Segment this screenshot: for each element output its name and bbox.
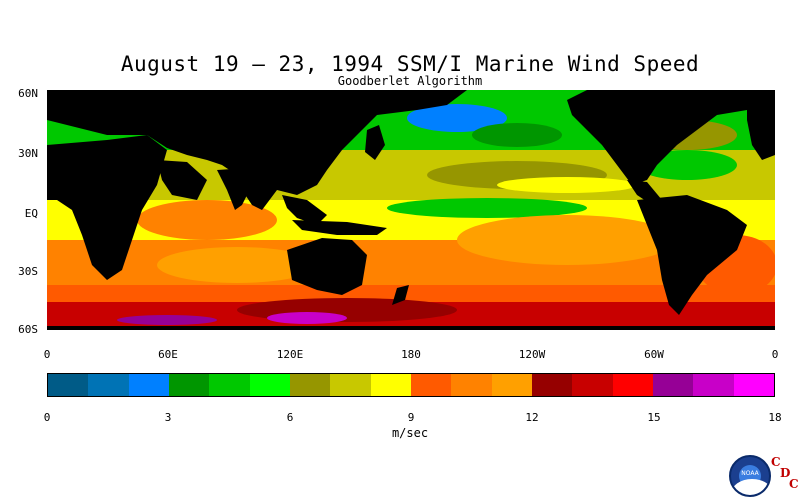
land-india: [217, 168, 252, 210]
map-title: August 19 – 23, 1994 SSM/I Marine Wind S…: [120, 52, 700, 76]
colorbar-tick-15: 15: [647, 411, 661, 424]
lat-label-30s: 30S: [18, 265, 38, 278]
colorbar-segment-4: [209, 374, 250, 396]
land-north-america: [567, 90, 775, 185]
cdc-letter-d: D: [780, 466, 791, 480]
map-subtitle: Goodberlet Algorithm: [337, 74, 483, 88]
land-new-zealand: [392, 285, 409, 305]
colorbar-segment-14: [612, 374, 653, 396]
colorbar-tick-0: 0: [43, 411, 51, 424]
colorbar-segment-2: [128, 374, 169, 396]
trade-winds-pacific-2: [497, 177, 637, 193]
land-japan: [365, 125, 385, 160]
equatorial-pacific-calm: [387, 198, 587, 218]
colorbar-tick-12: 12: [525, 411, 539, 424]
colorbar-segment-8: [370, 374, 411, 396]
lon-label-180: 180: [401, 348, 421, 361]
land-greenland-europe: [747, 90, 775, 160]
calm-region-north-pacific: [407, 104, 507, 132]
colorbar-segment-10: [451, 374, 492, 396]
wind-speed-map: [47, 90, 775, 330]
colorbar-tick-3: 3: [164, 411, 172, 424]
colorbar-segment-1: [88, 374, 129, 396]
southern-ocean-storm-2: [267, 312, 347, 324]
lon-label-0-end: 0: [771, 348, 779, 361]
lat-label-60s: 60S: [18, 323, 38, 336]
noaa-logo-bird: [731, 479, 769, 495]
noaa-logo-text: NOAA: [741, 470, 759, 477]
colorbar-segment-16: [693, 374, 734, 396]
ocean-band-south: [47, 285, 775, 305]
noaa-logo: NOAA: [729, 455, 771, 497]
lon-label-60e: 60E: [158, 348, 178, 361]
colorbar-segment-15: [652, 374, 694, 396]
land-australia: [287, 238, 367, 295]
land-se-asia: [282, 195, 327, 225]
colorbar-units: m/sec: [391, 426, 429, 440]
lat-label-eq: EQ: [24, 207, 38, 220]
colorbar-segment-3: [168, 374, 210, 396]
indian-ocean-south: [157, 247, 317, 283]
lon-label-120e: 120E: [276, 348, 304, 361]
cdc-letter-c2: C: [789, 477, 799, 491]
land-antarctic-edge: [47, 326, 775, 330]
lat-label-30n: 30N: [18, 147, 38, 160]
land-masses: [47, 90, 775, 330]
southern-ocean-storm-3: [117, 315, 217, 325]
land-africa: [47, 135, 167, 280]
colorbar-segment-11: [491, 374, 532, 396]
colorbar-segment-7: [330, 374, 371, 396]
lon-label-120w: 120W: [518, 348, 546, 361]
colorbar-tick-9: 9: [407, 411, 415, 424]
lon-label-60w: 60W: [644, 348, 664, 361]
colorbar-tick-18: 18: [768, 411, 782, 424]
colorbar-segment-17: [733, 374, 774, 396]
land-arabia: [157, 160, 207, 200]
colorbar-segment-0: [48, 374, 89, 396]
lon-label-0: 0: [43, 348, 51, 361]
land-south-america: [637, 195, 747, 315]
colorbar-segment-9: [410, 374, 452, 396]
land-indonesia: [292, 220, 387, 235]
indian-ocean-winds: [137, 200, 277, 240]
colorbar-segment-6: [289, 374, 331, 396]
colorbar-tick-6: 6: [286, 411, 294, 424]
colorbar-segment-12: [531, 374, 573, 396]
lat-label-60n: 60N: [18, 87, 38, 100]
land-eurasia: [47, 90, 467, 210]
south-pacific-high: [457, 215, 677, 265]
cdc-letter-c1: C: [771, 455, 781, 469]
colorbar-segment-13: [572, 374, 613, 396]
calm-region-north-pacific-2: [472, 123, 562, 147]
colorbar: [47, 373, 775, 397]
colorbar-segment-5: [249, 374, 290, 396]
